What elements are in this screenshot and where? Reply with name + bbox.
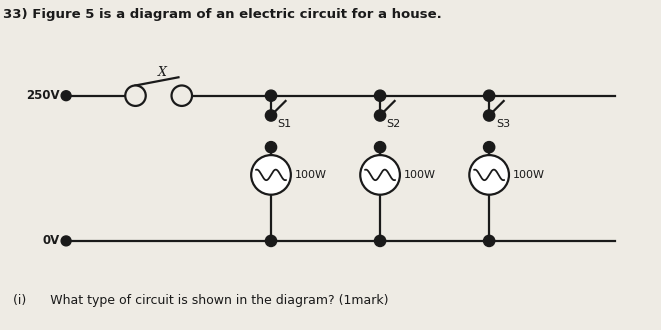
Circle shape	[484, 90, 495, 101]
Circle shape	[484, 235, 495, 247]
Text: X: X	[157, 66, 167, 79]
Text: 250V: 250V	[26, 89, 59, 102]
Circle shape	[125, 85, 145, 106]
Text: S1: S1	[278, 119, 292, 129]
Circle shape	[375, 142, 386, 153]
Text: 100W: 100W	[295, 170, 327, 180]
Text: S2: S2	[387, 119, 401, 129]
Circle shape	[266, 142, 277, 153]
Circle shape	[266, 110, 277, 121]
Circle shape	[469, 155, 509, 195]
Circle shape	[375, 110, 386, 121]
Circle shape	[172, 85, 192, 106]
Circle shape	[251, 155, 291, 195]
Text: 33) Figure 5 is a diagram of an electric circuit for a house.: 33) Figure 5 is a diagram of an electric…	[3, 8, 442, 21]
Circle shape	[360, 155, 400, 195]
Text: 100W: 100W	[513, 170, 545, 180]
Text: 100W: 100W	[404, 170, 436, 180]
Circle shape	[61, 236, 71, 246]
Circle shape	[484, 110, 495, 121]
Circle shape	[375, 235, 386, 247]
Circle shape	[266, 235, 277, 247]
Circle shape	[484, 142, 495, 153]
Text: (i)      What type of circuit is shown in the diagram? (1mark): (i) What type of circuit is shown in the…	[13, 294, 389, 307]
Circle shape	[266, 90, 277, 101]
Circle shape	[61, 91, 71, 101]
Text: S3: S3	[496, 119, 510, 129]
Circle shape	[375, 90, 386, 101]
Text: 0V: 0V	[42, 234, 59, 248]
